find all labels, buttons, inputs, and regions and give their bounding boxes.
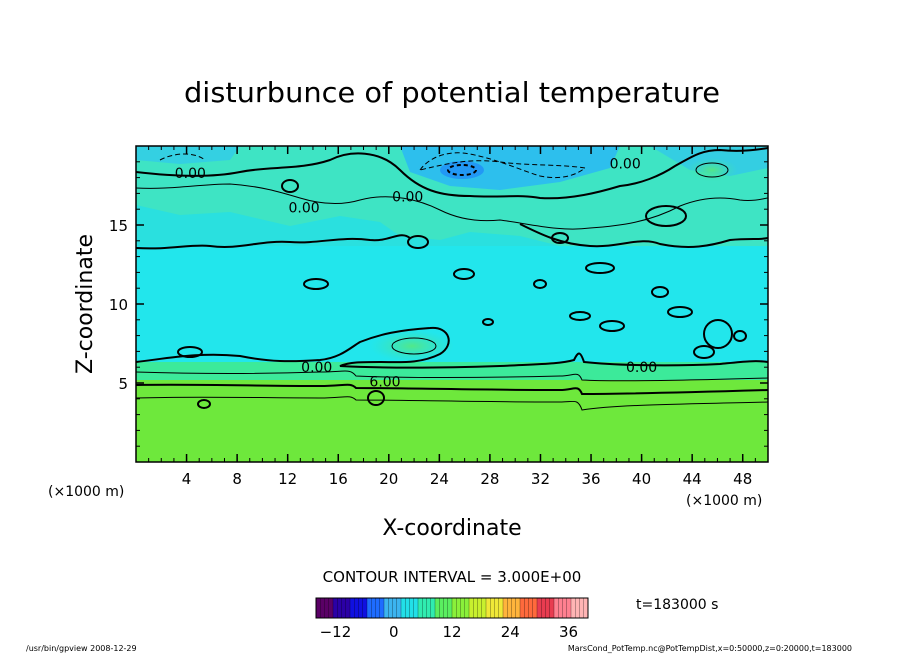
x-tick-label: 4: [182, 470, 192, 488]
colorbar-tick-label: 12: [442, 623, 461, 641]
upper-cyan-patches: [136, 205, 560, 246]
contour-nine: [136, 396, 768, 411]
x-axis-label: X-coordinate: [382, 516, 521, 541]
contour-label: 0.00: [392, 190, 423, 206]
contour-closed-green-right: [695, 162, 729, 178]
contour-upper-thick: [136, 147, 768, 200]
contour-label: 0.00: [626, 360, 657, 376]
top-blue-patch: [400, 146, 620, 190]
y-tick-label: 5: [118, 375, 128, 393]
contour-closed-low-mid: [367, 390, 385, 406]
contour-label: 0.00: [289, 201, 320, 217]
dark-blue-core: [440, 161, 484, 179]
small-island-contours: [177, 179, 747, 359]
contour-zero-low: [136, 326, 768, 369]
contour-interval-text: CONTOUR INTERVAL = 3.000E+00: [323, 568, 582, 586]
x-tick-label: 48: [733, 470, 752, 488]
x-tick-label: 16: [329, 470, 348, 488]
colorbar-tick-label: 0: [389, 623, 399, 641]
colorbar-frame: [315, 597, 589, 619]
footer-right: MarsCond_PotTemp.nc@PotTempDist,x=0:5000…: [568, 644, 852, 653]
x-tick-label: 20: [379, 470, 398, 488]
contour-label-layer: 0.00 0.00 0.00 0.00 0.00 0.00 6.00: [175, 156, 657, 390]
contour-mid-left: [136, 234, 411, 250]
contour-label: 0.00: [175, 166, 206, 182]
y-tick-label: 15: [109, 217, 128, 235]
x-tick-label: 24: [430, 470, 449, 488]
x-tick-label: 8: [232, 470, 242, 488]
green-blob-right: [686, 158, 738, 182]
x-tick-label: 28: [480, 470, 499, 488]
x-tick-label: 12: [278, 470, 297, 488]
x-unit-left: (×1000 m): [48, 484, 124, 500]
green-blob-left: [370, 330, 454, 362]
y-axis: 5 10 15: [109, 145, 768, 463]
contour-six: [136, 383, 768, 396]
contour-closed-low-left: [197, 399, 211, 409]
x-unit-right: (×1000 m): [686, 493, 762, 509]
x-axis: 4 8 12 16 20 24 28 32 36 40 44 48: [135, 146, 769, 488]
x-tick-label: 44: [683, 470, 702, 488]
contour-closed-green-left: [391, 337, 437, 355]
y-axis-label: Z-coordinate: [73, 234, 98, 374]
x-tick-label: 32: [531, 470, 550, 488]
contour-label: 0.00: [301, 360, 332, 376]
time-label: t=183000 s: [636, 597, 718, 613]
contour-upper-thin: [136, 183, 768, 230]
x-tick-label: 40: [632, 470, 651, 488]
colorbar-tick-label: 24: [501, 623, 520, 641]
contour-label: 0.00: [610, 156, 641, 172]
contour-label: 6.00: [369, 374, 400, 390]
plot-area: [136, 146, 768, 462]
colorbar-tick-label: 36: [559, 623, 578, 641]
y-tick-label: 10: [109, 296, 128, 314]
contour-negative-dashed: [159, 152, 587, 179]
contour-three: [136, 370, 768, 382]
colorbar-tick-label: −12: [320, 623, 352, 641]
contour-negative-core: [447, 164, 477, 176]
colorbar: −12 0 12 24 36: [315, 597, 589, 641]
footer-left: /usr/bin/gpview 2008-12-29: [26, 644, 137, 653]
x-tick-label: 36: [581, 470, 600, 488]
field-band-transition: [136, 362, 768, 382]
chart-title: disturbunce of potential temperature: [184, 76, 720, 109]
